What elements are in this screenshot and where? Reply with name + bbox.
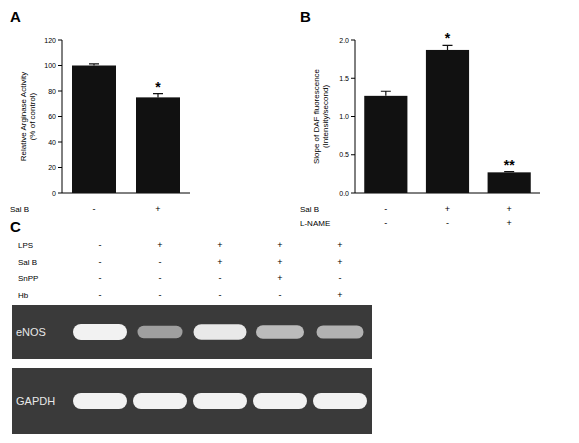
y-axis-label: Slope of DAF fluorescence: [312, 68, 321, 164]
row-mark: +: [337, 257, 342, 267]
band: [193, 393, 247, 409]
row-mark: -: [93, 204, 96, 214]
panel-label: C: [10, 218, 21, 235]
row-mark: +: [157, 240, 162, 250]
y-tick-label: 0.0: [339, 190, 349, 197]
row-label: Sal B: [300, 205, 319, 214]
y-tick-label: 20: [48, 164, 56, 171]
row-mark: +: [277, 257, 282, 267]
significance-mark: *: [445, 30, 451, 46]
y-tick: [351, 116, 355, 117]
row-label: LPS: [18, 241, 33, 250]
band: [253, 393, 307, 409]
row-mark: +: [337, 240, 342, 250]
bar: [426, 50, 469, 193]
y-axis-label: (Intensity/second): [321, 85, 330, 148]
row-mark: -: [446, 218, 449, 228]
row-label: Sal B: [10, 205, 29, 214]
row-mark: -: [339, 273, 342, 283]
error-bar: [89, 64, 99, 66]
y-tick: [58, 167, 62, 168]
y-tick: [58, 116, 62, 117]
row-mark: +: [445, 204, 450, 214]
y-tick: [58, 91, 62, 92]
significance-mark: *: [155, 79, 161, 95]
significance-mark: **: [504, 157, 515, 173]
y-axis-label: Relative Arginase Activity: [19, 72, 28, 161]
error-bar: [381, 91, 391, 96]
y-axis-label: (% of control): [28, 92, 37, 140]
y-tick-label: 2.0: [339, 37, 349, 44]
blot-label: GAPDH: [16, 395, 55, 407]
row-mark: +: [155, 204, 160, 214]
y-tick: [58, 40, 62, 41]
panel-label: A: [10, 8, 21, 25]
row-mark: -: [99, 240, 102, 250]
y-tick-label: 100: [44, 62, 56, 69]
y-tick-label: 120: [44, 37, 56, 44]
y-tick-label: 80: [48, 88, 56, 95]
bar: [136, 97, 180, 193]
row-mark: -: [99, 290, 102, 300]
row-mark: +: [217, 257, 222, 267]
y-tick: [58, 142, 62, 143]
band: [73, 393, 127, 409]
row-label: Sal B: [18, 258, 37, 267]
band: [138, 326, 183, 338]
row-mark: +: [507, 218, 512, 228]
blot: [12, 368, 372, 434]
bar: [364, 96, 407, 193]
blot: [12, 305, 372, 359]
bar: [72, 66, 116, 194]
y-tick: [351, 78, 355, 79]
row-mark: -: [99, 257, 102, 267]
band: [73, 324, 127, 340]
row-mark: -: [159, 273, 162, 283]
band: [313, 393, 367, 409]
figure: A 0 20 40 60 80 100 120 Relative Arginase Activi…: [0, 0, 579, 443]
y-tick: [351, 193, 355, 194]
row-mark: -: [159, 290, 162, 300]
y-tick-label: 40: [48, 139, 56, 146]
row-mark: +: [507, 204, 512, 214]
row-mark: -: [219, 273, 222, 283]
y-tick-label: 1.5: [339, 75, 349, 82]
y-tick: [58, 193, 62, 194]
row-label: Hb: [18, 291, 29, 300]
row-mark: -: [159, 257, 162, 267]
band: [194, 324, 247, 340]
band: [317, 325, 364, 338]
bar: [488, 172, 531, 193]
row-mark: -: [99, 273, 102, 283]
row-label: SnPP: [18, 274, 38, 283]
row-mark: -: [384, 204, 387, 214]
blot-label: eNOS: [16, 326, 46, 338]
y-tick: [351, 154, 355, 155]
row-label: L-NAME: [300, 219, 330, 228]
band: [256, 325, 304, 339]
row-mark: -: [219, 290, 222, 300]
plot-area: [72, 64, 180, 193]
y-tick-label: 0.5: [339, 151, 349, 158]
row-mark: +: [337, 290, 342, 300]
row-mark: -: [279, 290, 282, 300]
y-tick: [351, 40, 355, 41]
y-tick-label: 1.0: [339, 113, 349, 120]
band: [133, 393, 187, 409]
row-mark: +: [277, 240, 282, 250]
row-mark: +: [277, 273, 282, 283]
y-tick: [58, 65, 62, 66]
y-tick-label: 0: [52, 190, 56, 197]
row-mark: -: [384, 218, 387, 228]
panel-label: B: [300, 8, 311, 25]
row-mark: +: [217, 240, 222, 250]
y-tick-label: 60: [48, 113, 56, 120]
plot-area: [364, 45, 531, 193]
